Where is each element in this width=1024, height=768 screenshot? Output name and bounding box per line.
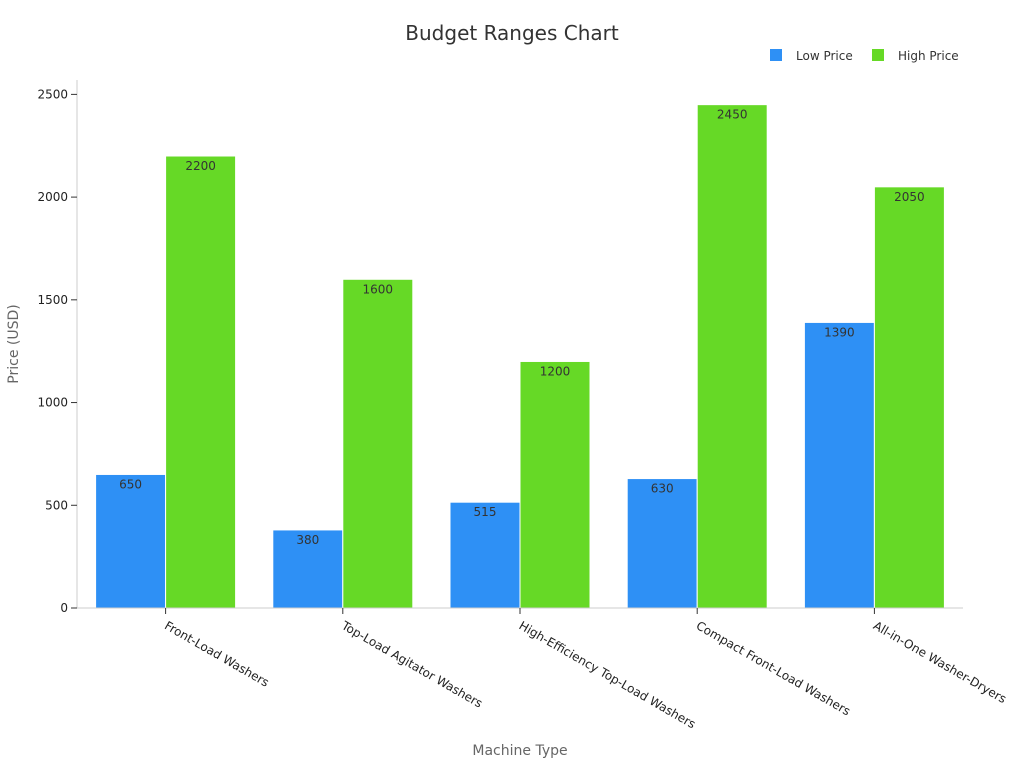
- data-label-low-price-1: 650: [119, 477, 142, 491]
- y-tick-label-1000: 1000: [37, 396, 68, 410]
- x-axis-title: Machine Type: [472, 743, 567, 759]
- y-tick-label-2000: 2000: [37, 190, 68, 204]
- chart-title: Budget Ranges Chart: [405, 21, 619, 45]
- bar-low-price-2: [272, 529, 344, 609]
- data-label-low-price-4: 630: [651, 482, 674, 496]
- data-label-low-price-3: 515: [474, 505, 497, 519]
- bar-low-price-1: [95, 473, 167, 609]
- data-label-high-price-3: 1200: [540, 364, 571, 378]
- x-tick-label-5: All-in-One Washer-Dryers: [871, 618, 1009, 706]
- data-label-high-price-5: 2050: [894, 190, 925, 204]
- bar-high-price-1: [165, 155, 237, 609]
- data-label-low-price-2: 380: [296, 533, 319, 547]
- y-tick-label-500: 500: [45, 498, 68, 512]
- bar-high-price-4: [696, 104, 768, 609]
- bar-high-price-5: [873, 186, 945, 609]
- y-axis-title: Price (USD): [6, 304, 22, 383]
- y-tick-label-2500: 2500: [37, 87, 68, 101]
- data-label-high-price-4: 2450: [717, 108, 748, 122]
- x-tick-label-4: Compact Front-Load Washers: [694, 618, 853, 718]
- data-labels-layer: 650 2200 380 1600 515 1200 630 2450 1390 2050: [119, 108, 925, 547]
- x-tick-label-2: Top-Load Agitator Washers: [338, 618, 484, 711]
- bar-low-price-3: [449, 501, 521, 609]
- x-tick-label-3: High-Efficiency Top-Load Washers: [517, 618, 699, 731]
- bar-low-price-4: [626, 478, 698, 609]
- y-tick-label-0: 0: [60, 601, 68, 615]
- y-tick-label-1500: 1500: [37, 293, 68, 307]
- legend-swatch-low-price: [770, 49, 782, 61]
- legend-label-high-price: High Price: [898, 49, 959, 63]
- data-label-high-price-1: 2200: [185, 159, 216, 173]
- bar-high-price-2: [342, 278, 414, 609]
- y-axis: 0 500 1000 1500 2000 2500: [37, 80, 78, 615]
- bar-low-price-5: [803, 321, 875, 609]
- legend-swatch-high-price: [872, 49, 884, 61]
- x-axis: Front-Load Washers Top-Load Agitator Wash…: [77, 607, 1009, 731]
- bars-layer: [95, 104, 945, 609]
- bar-high-price-3: [519, 360, 591, 609]
- legend: Low Price High Price: [770, 49, 959, 63]
- x-tick-label-1: Front-Load Washers: [162, 618, 271, 689]
- data-label-low-price-5: 1390: [824, 325, 855, 339]
- data-label-high-price-2: 1600: [363, 282, 394, 296]
- legend-label-low-price: Low Price: [796, 49, 853, 63]
